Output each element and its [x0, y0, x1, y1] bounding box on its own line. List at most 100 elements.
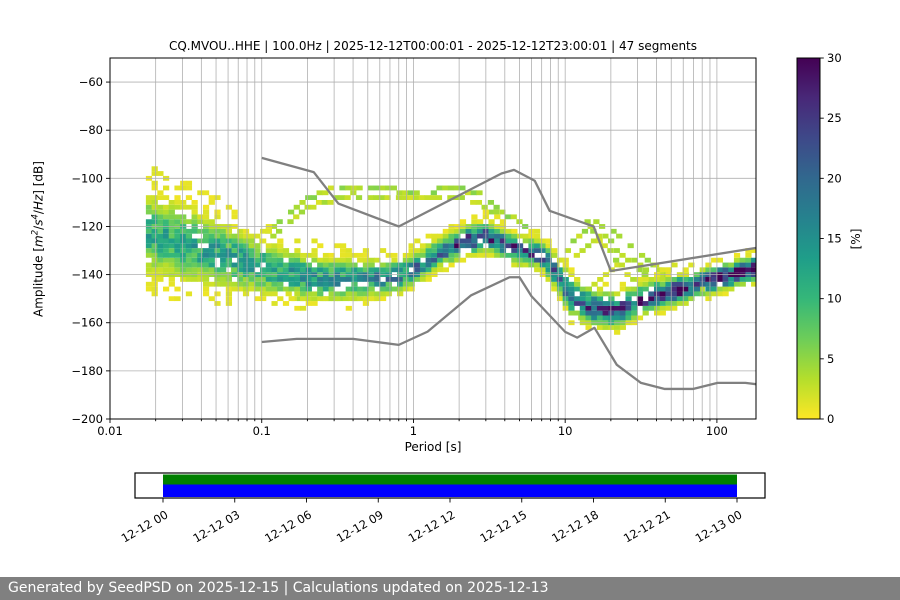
psd-cell [294, 238, 301, 244]
psd-cell [379, 248, 387, 253]
psd-cell [499, 243, 507, 249]
psd-cell [711, 286, 718, 292]
psd-cell [339, 243, 347, 249]
psd-cell [688, 277, 695, 282]
psd-cell [180, 180, 187, 186]
psd-cell [414, 248, 421, 253]
psd-cell [163, 267, 170, 273]
psd-cell [300, 286, 307, 292]
x-tick-label: 100 [706, 424, 728, 438]
psd-cell [174, 262, 181, 268]
psd-cell [368, 296, 375, 302]
psd-cell [516, 257, 524, 263]
psd-cell [271, 291, 278, 297]
psd-cell [185, 257, 193, 263]
psd-cell [676, 281, 684, 287]
psd-cell [454, 228, 461, 234]
psd-cell [545, 243, 552, 249]
psd-cell [627, 243, 634, 249]
psd-cell [705, 296, 712, 302]
psd-cell [157, 209, 164, 215]
psd-cell [202, 219, 210, 225]
psd-cell [163, 219, 170, 225]
psd-cell [665, 301, 672, 306]
psd-cell [619, 315, 626, 321]
psd-cell [202, 277, 210, 282]
psd-cell [260, 257, 267, 263]
psd-cell [168, 296, 175, 302]
psd-cell [157, 248, 164, 253]
x-tick-label: 0.01 [97, 424, 123, 438]
psd-cell [551, 277, 558, 282]
psd-cell [327, 199, 334, 205]
psd-cell [705, 291, 712, 297]
psd-cell [220, 238, 227, 244]
psd-cell [448, 257, 455, 263]
psd-cell [608, 310, 615, 316]
psd-cell [408, 286, 415, 292]
psd-cell [733, 252, 741, 258]
psd-cell [488, 252, 495, 258]
psd-cell [471, 214, 478, 220]
psd-cell [248, 243, 255, 249]
psd-cell [317, 296, 324, 302]
psd-cell [682, 267, 689, 273]
psd-cell [442, 257, 449, 263]
psd-cell [311, 296, 318, 302]
psd-cell [534, 262, 541, 268]
psd-cell [619, 301, 626, 306]
psd-cell [362, 291, 370, 297]
psd-cell [231, 286, 238, 292]
psd-cell [300, 291, 307, 297]
psd-cell [505, 252, 512, 258]
psd-cell [277, 238, 284, 244]
psd-cell [562, 277, 569, 282]
psd-cell [322, 277, 330, 282]
psd-cell [168, 214, 175, 220]
psd-cell [581, 228, 589, 234]
psd-cell [654, 281, 661, 287]
psd-cell [277, 248, 284, 253]
nlnm-line [261, 276, 756, 391]
psd-cell [145, 199, 153, 205]
psd-cell [191, 209, 198, 215]
psd-cell [374, 281, 381, 287]
psd-cell [637, 262, 644, 268]
psd-cell [574, 281, 581, 287]
psd-cell [288, 296, 295, 302]
psd-cell [470, 199, 477, 205]
psd-cell [562, 305, 569, 311]
psd-cell [174, 252, 181, 258]
nhnm-line [261, 156, 756, 273]
psd-cell [328, 296, 335, 302]
psd-cell [180, 277, 187, 282]
psd-cell [202, 238, 210, 244]
psd-cell [619, 286, 626, 292]
psd-cell [163, 262, 170, 268]
psd-cell [174, 233, 181, 239]
psd-cell [151, 277, 158, 282]
psd-cell [157, 228, 164, 234]
psd-cell [277, 281, 284, 287]
psd-cell [574, 286, 581, 292]
psd-cell [345, 252, 352, 258]
psd-cell [294, 291, 301, 297]
psd-cell [402, 286, 409, 292]
psd-cell [237, 238, 244, 244]
psd-cell [220, 262, 227, 268]
psd-cell [385, 277, 392, 282]
psd-cell [477, 252, 484, 258]
psd-cell [225, 262, 233, 268]
psd-cell [334, 262, 341, 268]
psd-cell [522, 257, 529, 263]
psd-cell [442, 252, 449, 258]
psd-cell [654, 296, 661, 302]
psd-cell [168, 262, 175, 268]
psd-cell [585, 315, 592, 321]
psd-cell [431, 257, 438, 263]
psd-cell [465, 228, 472, 234]
psd-cell [636, 296, 644, 302]
psd-cell [305, 262, 312, 268]
psd-cell [368, 262, 375, 268]
psd-cell [220, 243, 227, 249]
